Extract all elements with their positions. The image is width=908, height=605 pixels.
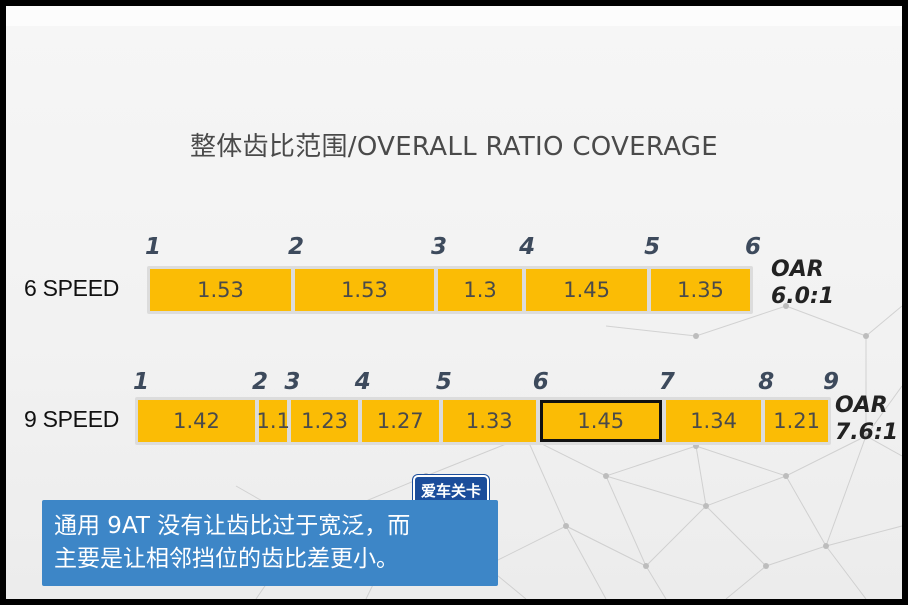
series-label-9-speed: 9 SPEED (24, 406, 120, 432)
ratio-segment-9-speed-1: 1.42 (138, 400, 256, 442)
caption-line-2: 主要是让相邻挡位的齿比差更小。 (54, 546, 399, 572)
gear-number-9-speed-6: 6 (532, 369, 549, 395)
oar-9-value: 7.6:1 (835, 420, 899, 445)
slide: 整体齿比范围/OVERALL RATIO COVERAGE 6 SPEED 1 2… (6, 6, 902, 599)
ratio-segment-9-speed-2: 1.1 (257, 400, 290, 442)
oar-6-speed: OAR 6.0:1 (771, 256, 834, 310)
ratio-segment-6-speed-5: 1.35 (651, 269, 750, 311)
gear-number-6-speed-5: 5 (644, 234, 661, 260)
gear-number-9-speed-9: 9 (822, 369, 839, 395)
ratio-segment-6-speed-3: 1.3 (437, 269, 523, 311)
series-label-6-speed: 6 SPEED (24, 275, 120, 301)
gear-number-6-speed-6: 6 (744, 234, 761, 260)
caption-box: 通用 9AT 没有让齿比过于宽泛，而 主要是让相邻挡位的齿比差更小。 (42, 500, 498, 586)
gear-number-9-speed-4: 4 (354, 369, 371, 395)
gear-number-6-speed-2: 2 (287, 234, 304, 260)
gear-number-6-speed-4: 4 (519, 234, 536, 260)
gear-number-6-speed-1: 1 (144, 234, 161, 260)
ratio-segment-9-speed-4: 1.27 (361, 400, 439, 442)
ratio-segment-6-speed-4: 1.45 (526, 269, 648, 311)
slide-top-band (6, 6, 902, 26)
gear-number-9-speed-8: 8 (758, 369, 775, 395)
gear-number-9-speed-1: 1 (132, 369, 149, 395)
ratio-segment-6-speed-1: 1.53 (150, 269, 291, 311)
oar-9-speed: OAR 7.6:1 (835, 392, 898, 446)
oar-6-value: 6.0:1 (771, 284, 835, 309)
ratio-segment-9-speed-5: 1.33 (442, 400, 536, 442)
gear-number-9-speed-2: 2 (252, 369, 269, 395)
caption-line-1: 通用 9AT 没有让齿比过于宽泛，而 (54, 513, 411, 539)
gear-number-9-speed-7: 7 (658, 369, 675, 395)
gear-number-9-speed-3: 3 (284, 369, 301, 395)
oar-9-label: OAR (835, 393, 888, 418)
chart-title: 整体齿比范围/OVERALL RATIO COVERAGE (189, 132, 719, 162)
ratio-segment-6-speed-2: 1.53 (294, 269, 434, 311)
ratio-segment-9-speed-6: 1.45 (539, 400, 662, 442)
gear-number-9-speed-5: 5 (435, 369, 452, 395)
ratio-segment-9-speed-3: 1.23 (291, 400, 358, 442)
ratio-segment-9-speed-7: 1.34 (665, 400, 762, 442)
gear-number-6-speed-3: 3 (430, 234, 447, 260)
ratio-segment-9-speed-8: 1.21 (765, 400, 828, 442)
oar-6-label: OAR (771, 257, 824, 282)
